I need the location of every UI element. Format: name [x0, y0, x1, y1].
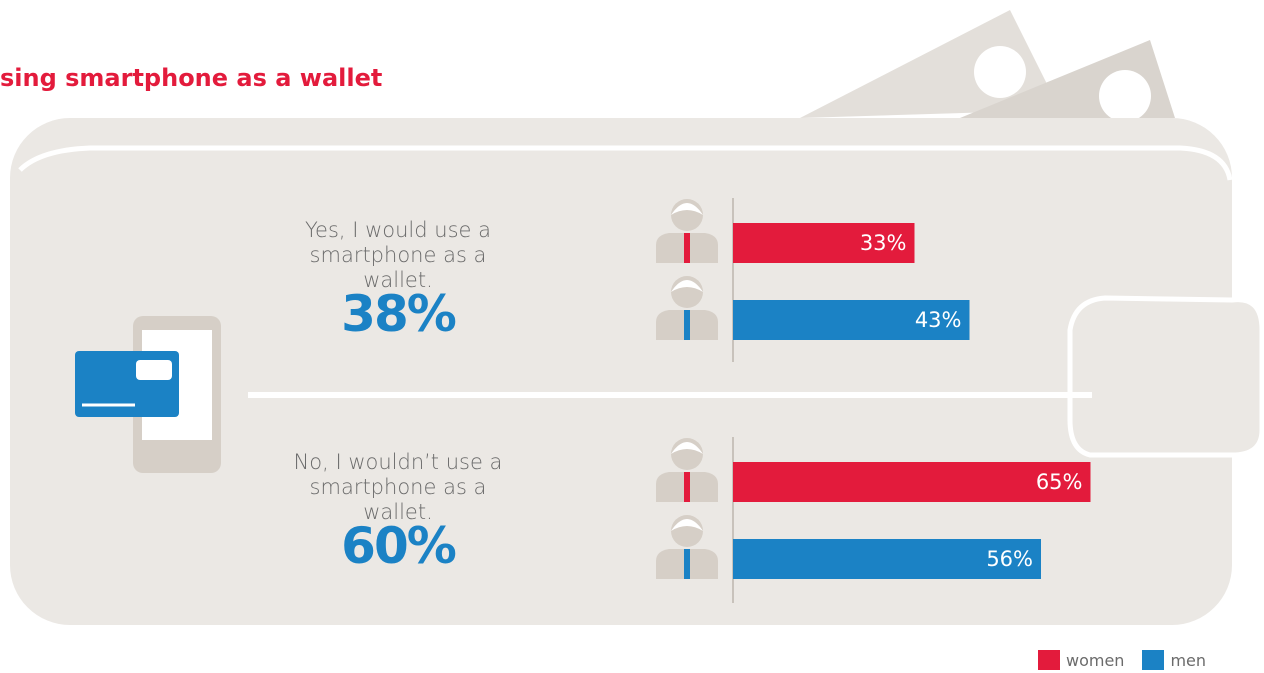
- person-tie: [684, 472, 690, 502]
- value-label: 56%: [986, 547, 1033, 571]
- legend-item: men: [1142, 650, 1206, 670]
- person-icon: [656, 276, 718, 340]
- legend-swatch: [1142, 650, 1165, 670]
- legend-label: men: [1170, 650, 1207, 670]
- person-icon: [656, 515, 718, 579]
- total-value: 60%: [341, 517, 457, 575]
- bar: [733, 223, 915, 263]
- person-tie: [684, 549, 690, 579]
- wallet-seam: [18, 145, 1233, 181]
- bar: [733, 539, 1041, 579]
- person-hair: [671, 203, 703, 215]
- legend-swatch: [1038, 650, 1060, 670]
- bar: [733, 300, 970, 340]
- value-label: 43%: [915, 308, 962, 332]
- person-icon: [656, 438, 718, 502]
- person-hair: [671, 442, 703, 454]
- card-chip: [136, 360, 172, 380]
- legend-label: women: [1066, 650, 1125, 670]
- bill-coin: [1099, 70, 1151, 122]
- value-label: 33%: [860, 231, 907, 255]
- bar: [733, 462, 1091, 502]
- legend-item: women: [1038, 650, 1124, 670]
- person-icon: [656, 199, 718, 263]
- question-label: Yes, I would use a smartphone as a walle…: [304, 218, 491, 292]
- person-tie: [684, 310, 690, 340]
- chart-title: sing smartphone as a wallet: [0, 64, 383, 92]
- total-value: 38%: [341, 285, 457, 343]
- question-label: No, I wouldn’t use a smartphone as a wal…: [293, 450, 503, 524]
- person-hair: [671, 519, 703, 531]
- person-hair: [671, 280, 703, 292]
- wallet-clasp: [1067, 295, 1264, 458]
- value-label: 65%: [1036, 470, 1083, 494]
- legend: women men: [1038, 650, 1224, 670]
- bill-coin: [974, 46, 1026, 98]
- person-tie: [684, 233, 690, 263]
